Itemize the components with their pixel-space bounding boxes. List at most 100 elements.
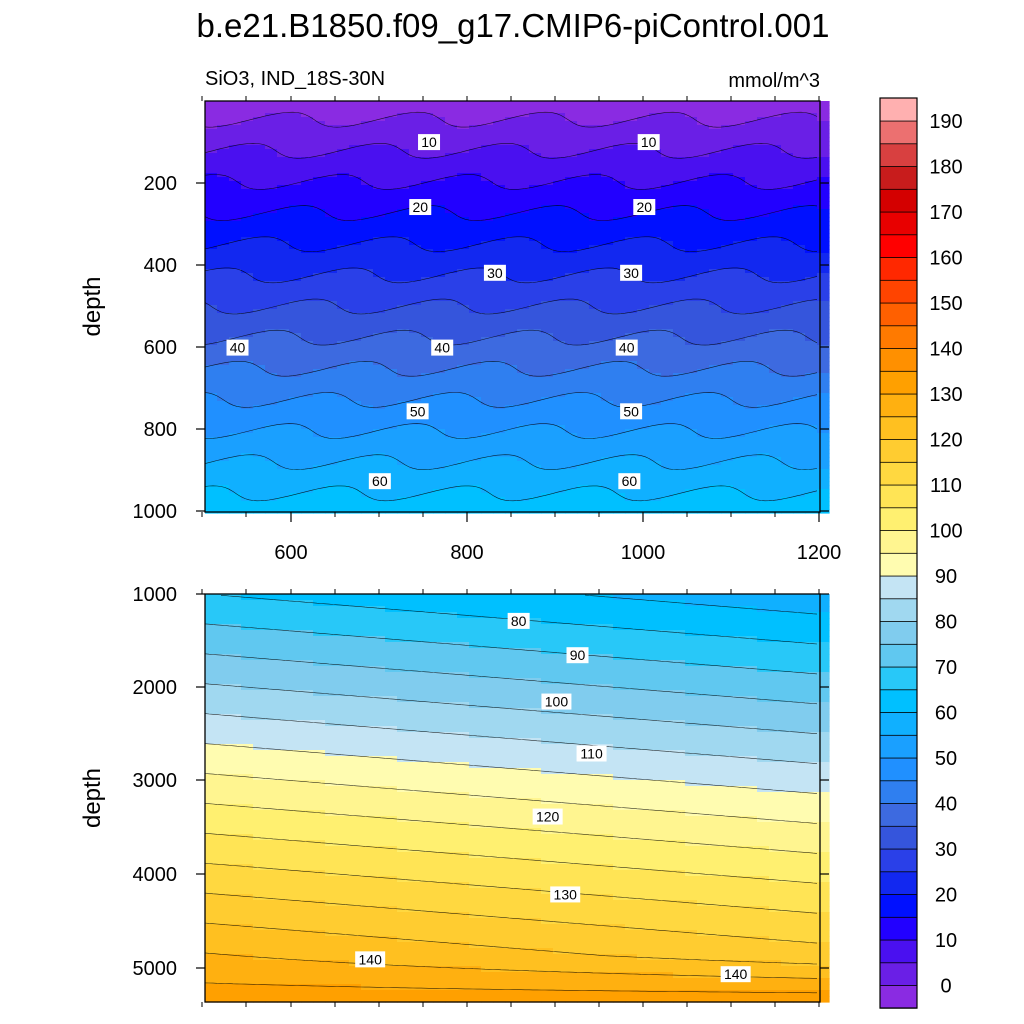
colorbar-swatch xyxy=(879,120,918,145)
colorbar-tick-label: 80 xyxy=(935,611,957,633)
contour-line xyxy=(204,423,818,439)
colorbar-swatch xyxy=(879,302,918,327)
contour-label-text: 20 xyxy=(636,199,652,215)
colorbar-tick-label: 20 xyxy=(935,884,957,906)
x-tick-label: 1200 xyxy=(797,542,842,564)
colorbar-tick-label: 60 xyxy=(935,702,957,724)
colorbar-swatch xyxy=(879,598,918,622)
colorbar-swatch xyxy=(879,984,918,1009)
contour-label-text: 40 xyxy=(619,340,635,356)
y-tick-label: 200 xyxy=(144,173,177,195)
colorbar-swatch xyxy=(879,552,918,577)
contour-line xyxy=(204,653,818,705)
colorbar-tick-label: 100 xyxy=(929,520,962,542)
colorbar-tick-label: 0 xyxy=(940,975,951,997)
y-tick-label: 400 xyxy=(144,255,177,277)
contour-line xyxy=(204,773,818,824)
contour-label-text: 20 xyxy=(412,199,428,215)
contour-label: 10 xyxy=(418,134,441,151)
contour-line xyxy=(204,142,818,159)
lower-panel: 1000 2000 3000 4000 5000 depth 80 90 100 110 120 13… xyxy=(79,584,830,1007)
colorbar-swatch xyxy=(879,188,918,213)
colorbar-swatch xyxy=(879,734,918,759)
chart-title: b.e21.B1850.f09_g17.CMIP6-piControl.001 xyxy=(197,7,830,44)
colorbar-swatch xyxy=(879,780,918,804)
contour-label: 90 xyxy=(566,647,589,664)
contour-label: 50 xyxy=(620,403,643,420)
colorbar-swatch xyxy=(879,916,918,941)
contour-line xyxy=(204,267,818,284)
colorbar-frame xyxy=(879,97,918,1009)
colorbar-tick-label: 150 xyxy=(929,293,962,315)
colorbar-swatch xyxy=(879,325,918,349)
contour-label: 20 xyxy=(633,199,656,216)
y-axis-label: depth xyxy=(79,276,106,336)
contour-label-text: 140 xyxy=(358,951,382,967)
colorbar-swatch xyxy=(879,529,918,554)
contour-line xyxy=(204,743,818,794)
contour-line xyxy=(204,485,818,502)
contour-label: 30 xyxy=(483,264,506,281)
colorbar-swatch xyxy=(879,620,918,645)
upper-contour-lines xyxy=(204,111,818,502)
contour-line xyxy=(584,594,818,615)
y-tick-label: 5000 xyxy=(133,958,178,980)
contour-label: 20 xyxy=(409,199,432,216)
colorbar-swatch xyxy=(879,666,918,691)
contour-label-text: 100 xyxy=(545,694,569,710)
contour-line xyxy=(204,833,818,884)
colorbar-swatch xyxy=(879,211,918,236)
contour-line xyxy=(204,174,818,190)
contour-label-text: 140 xyxy=(724,966,748,982)
contour-line xyxy=(204,803,818,854)
upper-frame xyxy=(204,100,821,513)
contour-label-text: 130 xyxy=(554,886,578,902)
colorbar-swatch xyxy=(879,370,918,395)
variable-label: SiO3, IND_18S-30N xyxy=(205,68,385,90)
contour-label-text: 30 xyxy=(487,265,503,281)
contour-line xyxy=(204,862,818,914)
contour-label-text: 50 xyxy=(623,403,639,419)
colorbar-swatch xyxy=(879,825,918,850)
colorbar-swatch xyxy=(879,893,918,918)
x-tick-label: 1000 xyxy=(621,542,666,564)
colorbar-swatch xyxy=(879,461,918,486)
contour-line xyxy=(204,952,818,979)
contour-label-text: 50 xyxy=(410,403,426,419)
colorbar-swatch xyxy=(879,97,918,122)
contour-label: 60 xyxy=(368,473,391,490)
colorbar-tick-label: 130 xyxy=(929,384,962,406)
contour-label: 50 xyxy=(406,403,429,420)
colorbar-swatch xyxy=(879,643,918,668)
colorbar-swatch xyxy=(879,848,918,873)
units-label: mmol/m^3 xyxy=(728,70,820,92)
y-tick-label: 600 xyxy=(144,337,177,359)
contour-label-text: 40 xyxy=(434,340,450,356)
contour-label-text: 30 xyxy=(623,265,639,281)
colorbar-tick-label: 140 xyxy=(929,338,962,360)
colorbar-swatch xyxy=(879,165,918,190)
contour-label-text: 90 xyxy=(570,647,586,663)
contour-line xyxy=(204,111,818,128)
colorbar-swatch xyxy=(879,143,918,167)
contour-label-text: 80 xyxy=(511,613,527,629)
contour-line xyxy=(204,922,818,965)
contour-label: 140 xyxy=(720,966,751,983)
y-tick-label: 3000 xyxy=(133,770,178,792)
colorbar-swatch xyxy=(879,939,918,964)
colorbar-tick-label: 40 xyxy=(935,793,957,815)
contour-line xyxy=(204,392,818,408)
colorbar-swatch xyxy=(879,438,918,463)
contour-line xyxy=(204,298,818,315)
colorbar-tick-label: 110 xyxy=(930,475,962,497)
contour-label-text: 60 xyxy=(372,473,388,489)
colorbar-swatch xyxy=(879,507,918,531)
y-tick-label: 2000 xyxy=(133,677,178,699)
contour-label-text: 10 xyxy=(421,134,437,150)
colorbar-swatch xyxy=(879,393,918,418)
contour-label: 40 xyxy=(226,339,249,356)
colorbar-swatch xyxy=(879,347,918,372)
colorbar-swatch xyxy=(879,575,918,600)
colorbar-tick-label: 90 xyxy=(935,566,957,588)
